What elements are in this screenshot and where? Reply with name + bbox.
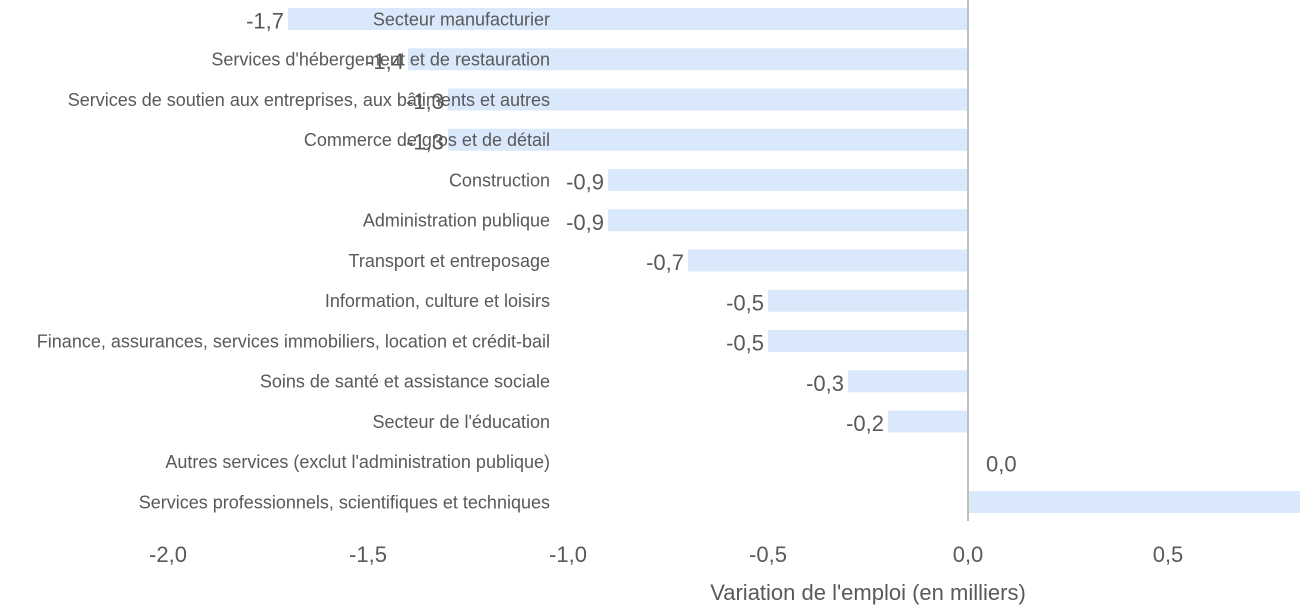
category-label: Soins de santé et assistance sociale	[260, 372, 550, 392]
bar	[408, 48, 968, 71]
x-tick-label: -0,5	[749, 542, 787, 567]
value-labels-group: -1,7-1,4-1,3-1,3-0,9-0,9-0,7-0,5-0,5-0,3…	[246, 9, 1017, 477]
bar	[448, 88, 968, 111]
bar	[768, 330, 968, 352]
value-label: -0,9	[566, 210, 604, 235]
value-label: -1,7	[246, 9, 284, 34]
bar	[608, 169, 968, 191]
x-axis-title: Variation de l'emploi (en milliers)	[710, 580, 1026, 605]
bar	[608, 209, 968, 232]
value-label: -0,2	[846, 411, 884, 436]
category-label: Administration publique	[363, 211, 550, 231]
category-label: Secteur manufacturier	[373, 9, 550, 29]
category-label: Services de soutien aux entreprises, aux…	[68, 90, 550, 110]
x-tick-label: 0,0	[953, 542, 984, 567]
category-labels-group: Secteur manufacturier Services d'hébergem…	[37, 9, 550, 512]
value-label: -0,5	[726, 290, 764, 315]
x-tick-labels-group: -2,0-1,5-1,0-0,50,00,51,01,5	[149, 542, 1184, 567]
x-tick-label: -1,5	[349, 542, 387, 567]
category-label: Services professionnels, scientifiques e…	[139, 492, 550, 512]
value-label: -0,9	[566, 170, 604, 195]
category-label: Information, culture et loisirs	[325, 291, 550, 311]
category-label: Construction	[449, 170, 550, 190]
value-label: -0,3	[806, 371, 844, 396]
category-label: Commerce de gros et de détail	[304, 130, 550, 150]
value-label: -1,3	[406, 129, 444, 154]
category-label: Secteur de l'éducation	[372, 412, 550, 432]
category-label: Services d'hébergement et de restauratio…	[211, 50, 550, 70]
bar	[688, 249, 968, 272]
bar	[888, 410, 968, 433]
value-label: 0,0	[986, 451, 1017, 476]
value-label: -0,5	[726, 331, 764, 356]
x-tick-label: -1,0	[549, 542, 587, 567]
bars-group	[288, 8, 1300, 513]
value-label: -1,4	[366, 49, 404, 74]
value-label: -0,7	[646, 250, 684, 275]
bar	[968, 491, 1300, 513]
bar	[448, 128, 968, 151]
category-label: Transport et entreposage	[349, 251, 550, 271]
value-label: -1,3	[406, 89, 444, 114]
bar	[768, 289, 968, 312]
category-label: Finance, assurances, services immobilier…	[37, 331, 550, 351]
category-label: Autres services (exclut l'administration…	[165, 452, 550, 472]
bar	[848, 370, 968, 393]
x-tick-label: 0,5	[1153, 542, 1184, 567]
bar	[288, 8, 968, 30]
x-tick-label: -2,0	[149, 542, 187, 567]
